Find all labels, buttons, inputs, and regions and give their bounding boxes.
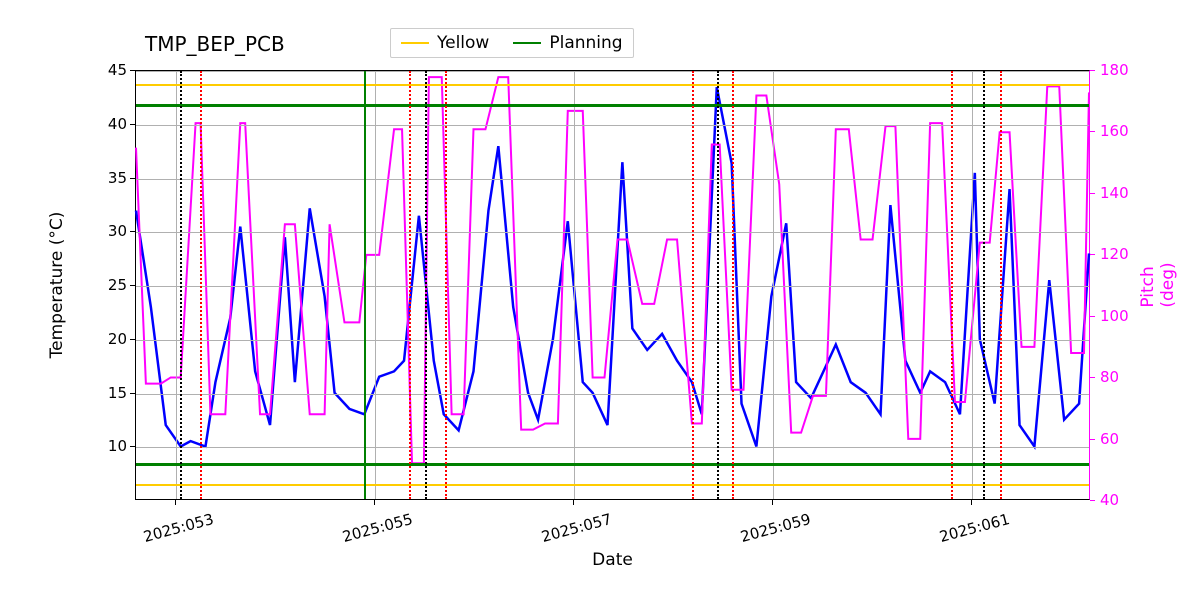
y2-tick-mark (1090, 500, 1095, 501)
y2-tick-label: 120 (1100, 245, 1129, 263)
y2-tick-label: 80 (1100, 368, 1119, 386)
y1-tick-label: 35 (97, 169, 127, 187)
vertical-marker (1000, 71, 1002, 499)
legend-label-planning: Planning (549, 33, 622, 53)
chart-title: TMP_BEP_PCB (145, 32, 285, 56)
y1-tick-mark (130, 285, 135, 286)
gridline-h (136, 232, 1089, 233)
vertical-marker (409, 71, 411, 499)
gridline-h (136, 71, 1089, 72)
vertical-marker (425, 71, 427, 499)
y2-tick-label: 100 (1100, 307, 1129, 325)
threshold-line (136, 463, 1089, 466)
vertical-marker (200, 71, 202, 499)
gridline-h (136, 340, 1089, 341)
vertical-marker (445, 71, 447, 499)
pitch-series (136, 77, 1089, 463)
gridline-v (574, 71, 575, 499)
gridline-v (375, 71, 376, 499)
legend-label-yellow: Yellow (437, 33, 489, 53)
y2-axis-label: Pitch (deg) (1138, 262, 1178, 307)
x-tick-mark (971, 500, 972, 505)
x-tick-mark (573, 500, 574, 505)
y2-tick-mark (1090, 377, 1095, 378)
y1-axis-label: Temperature (°C) (47, 212, 67, 359)
x-tick-mark (772, 500, 773, 505)
gridline-h (136, 394, 1089, 395)
vertical-marker (364, 71, 366, 499)
legend-item-planning: Planning (513, 33, 622, 53)
y2-tick-mark (1090, 439, 1095, 440)
y2-tick-mark (1090, 254, 1095, 255)
figure: TMP_BEP_PCB Yellow Planning Temperature … (0, 0, 1200, 600)
threshold-line (136, 484, 1089, 487)
legend-swatch-planning (513, 42, 541, 44)
x-axis-label: Date (592, 550, 633, 570)
y1-tick-label: 20 (97, 330, 127, 348)
y1-tick-mark (130, 124, 135, 125)
y2-tick-label: 160 (1100, 122, 1129, 140)
vertical-marker (951, 71, 953, 499)
y2-tick-label: 60 (1100, 430, 1119, 448)
legend: Yellow Planning (390, 28, 634, 58)
y1-tick-label: 10 (97, 437, 127, 455)
threshold-line (136, 84, 1089, 87)
y1-tick-mark (130, 231, 135, 232)
gridline-h (136, 179, 1089, 180)
y1-tick-label: 45 (97, 61, 127, 79)
legend-swatch-yellow (401, 42, 429, 44)
plot-area (135, 70, 1090, 500)
legend-item-yellow: Yellow (401, 33, 489, 53)
y1-tick-label: 40 (97, 115, 127, 133)
y1-tick-mark (130, 70, 135, 71)
y2-tick-label: 40 (1100, 491, 1119, 509)
y1-tick-mark (130, 178, 135, 179)
vertical-marker (692, 71, 694, 499)
vertical-marker (180, 71, 182, 499)
vertical-marker (983, 71, 985, 499)
y1-tick-label: 15 (97, 384, 127, 402)
y1-tick-label: 30 (97, 222, 127, 240)
y2-tick-mark (1090, 70, 1095, 71)
x-tick-mark (374, 500, 375, 505)
y2-tick-mark (1090, 193, 1095, 194)
gridline-h (136, 125, 1089, 126)
gridline-h (136, 447, 1089, 448)
vertical-marker (717, 71, 719, 499)
threshold-line (136, 104, 1089, 107)
gridline-h (136, 286, 1089, 287)
vertical-marker (732, 71, 734, 499)
y1-tick-mark (130, 446, 135, 447)
y1-tick-mark (130, 339, 135, 340)
gridline-v (773, 71, 774, 499)
y2-tick-label: 140 (1100, 184, 1129, 202)
x-tick-mark (175, 500, 176, 505)
y2-tick-mark (1090, 316, 1095, 317)
y2-tick-mark (1090, 131, 1095, 132)
y2-tick-label: 180 (1100, 61, 1129, 79)
y1-tick-label: 25 (97, 276, 127, 294)
y1-tick-mark (130, 393, 135, 394)
gridline-v (176, 71, 177, 499)
gridline-v (972, 71, 973, 499)
